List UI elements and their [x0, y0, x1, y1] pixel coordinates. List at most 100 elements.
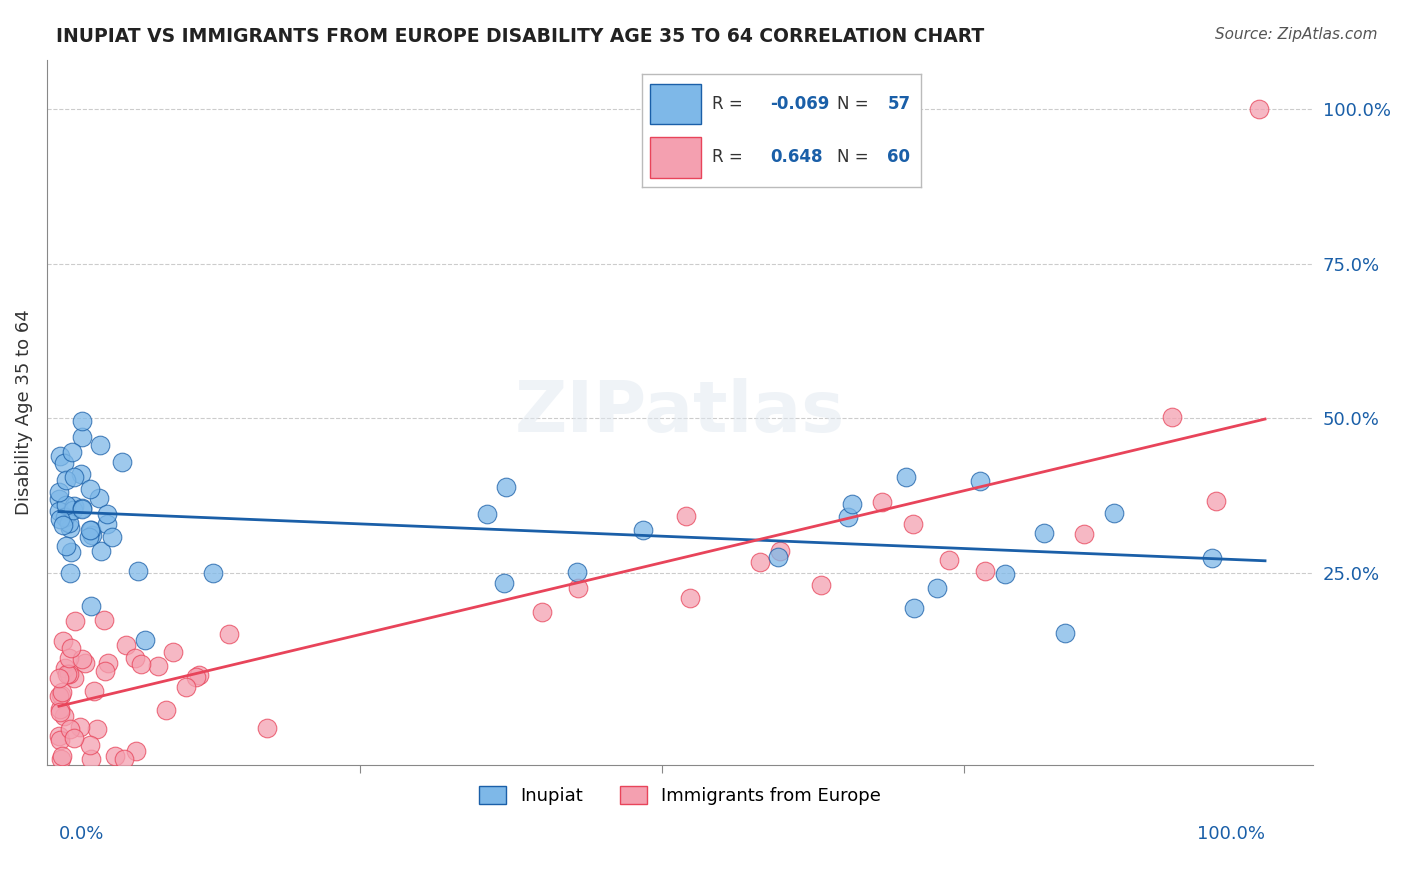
Point — [125, 744, 148, 758]
Point — [58, 516, 80, 530]
Point — [129, 657, 152, 672]
Point — [70, 467, 93, 481]
Point — [1160, 410, 1182, 425]
Point — [94, 664, 117, 678]
Point — [111, 455, 134, 469]
Point — [63, 672, 86, 686]
Point — [52, 634, 75, 648]
Point — [55, 539, 77, 553]
Point — [97, 656, 120, 670]
Point — [53, 510, 76, 524]
Point — [104, 749, 127, 764]
Point — [531, 606, 554, 620]
Point — [59, 566, 82, 581]
Point — [1247, 102, 1270, 116]
Point — [80, 527, 103, 541]
Text: 100.0%: 100.0% — [1197, 825, 1265, 843]
Text: INUPIAT VS IMMIGRANTS FROM EUROPE DISABILITY AGE 35 TO 64 CORRELATION CHART: INUPIAT VS IMMIGRANTS FROM EUROPE DISABI… — [56, 27, 984, 45]
Point — [766, 549, 789, 564]
Point — [51, 688, 73, 702]
Point — [59, 641, 82, 656]
Point — [631, 523, 654, 537]
Point — [48, 504, 70, 518]
Point — [188, 668, 211, 682]
Point — [79, 482, 101, 496]
Point — [49, 702, 72, 716]
Point — [48, 733, 70, 747]
Point — [769, 543, 792, 558]
Point — [75, 657, 97, 671]
Point — [93, 614, 115, 628]
Point — [51, 685, 73, 699]
Point — [70, 502, 93, 516]
Point — [79, 738, 101, 752]
Point — [495, 480, 517, 494]
Point — [90, 544, 112, 558]
Point — [62, 470, 84, 484]
Point — [256, 722, 278, 736]
Point — [48, 689, 70, 703]
Point — [134, 632, 156, 647]
Point — [58, 666, 80, 681]
Point — [938, 553, 960, 567]
Legend: Inupiat, Immigrants from Europe: Inupiat, Immigrants from Europe — [472, 779, 889, 813]
Point — [475, 507, 498, 521]
Point — [48, 729, 70, 743]
Point — [810, 578, 832, 592]
Point — [202, 566, 225, 580]
Point — [86, 722, 108, 736]
Point — [56, 667, 79, 681]
Point — [1073, 527, 1095, 541]
Point — [63, 731, 86, 745]
Text: Source: ZipAtlas.com: Source: ZipAtlas.com — [1215, 27, 1378, 42]
Point — [63, 614, 86, 628]
Point — [89, 437, 111, 451]
Point — [80, 523, 103, 537]
Point — [903, 601, 925, 615]
Text: 0.0%: 0.0% — [59, 825, 104, 843]
Point — [70, 500, 93, 515]
Point — [218, 626, 240, 640]
Point — [59, 545, 82, 559]
Point — [927, 581, 949, 595]
Point — [79, 599, 101, 613]
Point — [49, 512, 72, 526]
Point — [96, 517, 118, 532]
Point — [148, 659, 170, 673]
Point — [872, 495, 894, 509]
Point — [69, 720, 91, 734]
Point — [155, 703, 177, 717]
Point — [72, 430, 94, 444]
Point — [1201, 551, 1223, 566]
Point — [1032, 526, 1054, 541]
Point — [749, 556, 772, 570]
Point — [48, 706, 70, 720]
Point — [96, 507, 118, 521]
Point — [837, 509, 859, 524]
Point — [100, 530, 122, 544]
Point — [174, 680, 197, 694]
Point — [841, 497, 863, 511]
Point — [55, 499, 77, 513]
Point — [48, 491, 70, 506]
Point — [77, 530, 100, 544]
Point — [903, 516, 925, 531]
Point — [49, 752, 72, 766]
Point — [896, 469, 918, 483]
Point — [51, 748, 73, 763]
Point — [48, 484, 70, 499]
Y-axis label: Disability Age 35 to 64: Disability Age 35 to 64 — [15, 310, 32, 516]
Point — [994, 566, 1017, 581]
Point — [494, 576, 516, 591]
Point — [83, 684, 105, 698]
Point — [162, 645, 184, 659]
Point — [1053, 626, 1076, 640]
Point — [62, 502, 84, 516]
Point — [1104, 506, 1126, 520]
Point — [184, 670, 207, 684]
Point — [59, 722, 82, 736]
Point — [53, 456, 76, 470]
Point — [62, 499, 84, 513]
Point — [973, 564, 995, 578]
Point — [675, 509, 697, 524]
